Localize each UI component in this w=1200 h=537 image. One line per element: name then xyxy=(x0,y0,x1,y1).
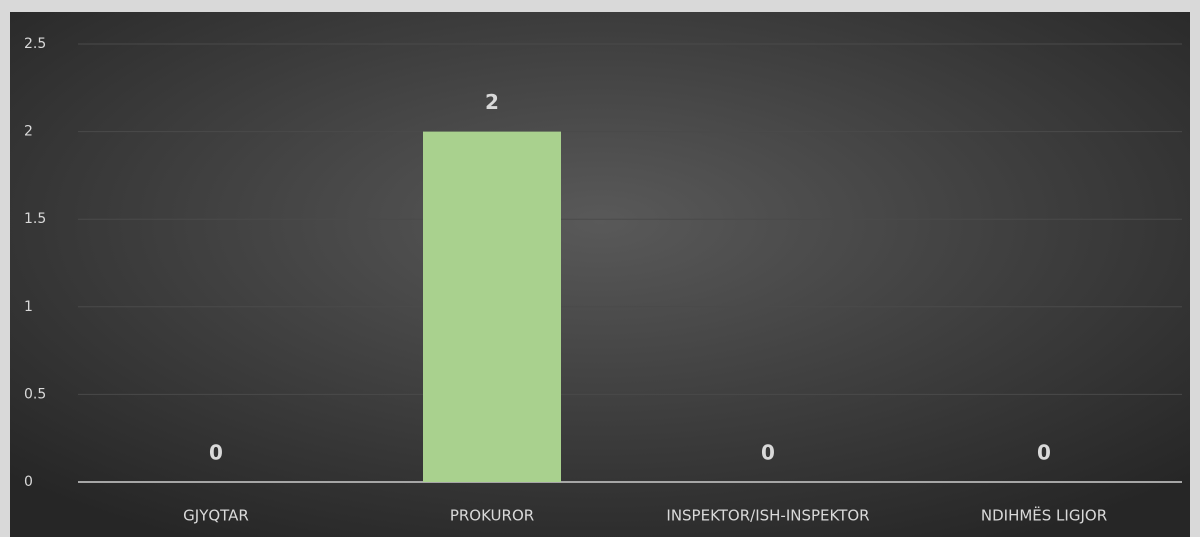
y-tick-label: 2 xyxy=(24,124,33,140)
y-tick-label: 2.5 xyxy=(24,36,46,52)
x-tick-label: GJYQTAR xyxy=(183,507,249,525)
data-label: 2 xyxy=(485,90,499,114)
data-label: 0 xyxy=(761,441,775,465)
plot-background xyxy=(10,12,1190,537)
x-tick-label: PROKUROR xyxy=(450,507,534,525)
y-tick-label: 0.5 xyxy=(24,386,46,402)
x-tick-label: INSPEKTOR/ISH-INSPEKTOR xyxy=(666,507,869,525)
y-tick-label: 0 xyxy=(24,474,33,490)
data-label: 0 xyxy=(1037,441,1051,465)
x-tick-label: NDIHMËS LIGJOR xyxy=(981,506,1107,525)
y-tick-label: 1 xyxy=(24,299,33,315)
y-tick-label: 1.5 xyxy=(24,211,46,227)
data-label: 0 xyxy=(209,441,223,465)
bar xyxy=(423,131,561,482)
